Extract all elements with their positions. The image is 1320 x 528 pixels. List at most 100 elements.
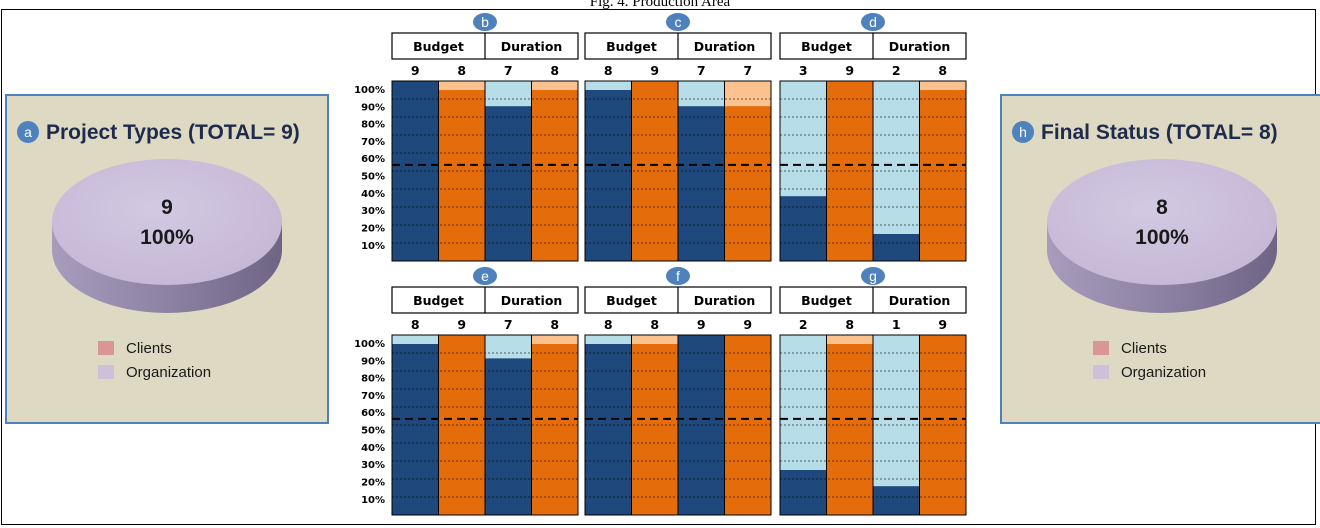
pie-percent-label: 100%: [140, 226, 194, 249]
panel-badge-icon: [861, 267, 885, 285]
panel-badge-label: g: [869, 268, 877, 284]
count-label: 8: [550, 63, 559, 78]
count-label: 7: [504, 63, 513, 78]
count-label: 7: [743, 63, 752, 78]
bar-duration-orange: [531, 344, 578, 515]
y-tick-label: 40%: [361, 443, 385, 454]
bar-panel-b: b Budget Duration 9 8 7 8 100% 90% 80% 70% 60% 50% 40…: [354, 13, 579, 262]
panel-badge-icon: [861, 13, 885, 31]
count-label: 9: [743, 317, 752, 332]
group-label-duration: Duration: [889, 293, 951, 308]
count-label: 8: [457, 63, 466, 78]
y-tick-label: 70%: [361, 391, 385, 402]
group-label-budget: Budget: [801, 293, 852, 308]
group-label-budget: Budget: [606, 293, 657, 308]
y-tick-label: 50%: [361, 172, 385, 183]
bar-budget-orange: [826, 344, 873, 515]
pie-title: Project Types (TOTAL= 9): [46, 121, 300, 144]
bar-panel-e: e Budget Duration 8 9 7 8 100% 90% 80% 70% 60% 50% 40…: [354, 267, 579, 516]
bar-budget-blue: [780, 470, 827, 515]
bar-duration-blue: [485, 358, 532, 515]
bar-budget-blue: [585, 344, 632, 515]
bar-budget-blue: [585, 90, 632, 261]
count-label: 9: [938, 317, 947, 332]
count-label: 1: [892, 317, 901, 332]
y-tick-label: 90%: [361, 102, 385, 113]
y-tick-label: 60%: [361, 408, 385, 419]
count-label: 8: [650, 317, 659, 332]
y-tick-label: 50%: [361, 426, 385, 437]
group-label-duration: Duration: [694, 39, 756, 54]
count-label: 2: [892, 63, 901, 78]
bar-budget-blue: [392, 344, 439, 515]
bar-budget-blue: [780, 196, 827, 261]
count-label: 3: [799, 63, 808, 78]
legend-label-clients: Clients: [126, 340, 172, 357]
pie-value-label: 8: [1156, 196, 1168, 219]
count-label: 9: [845, 63, 854, 78]
count-label: 9: [457, 317, 466, 332]
legend-label-organization: Organization: [1121, 364, 1206, 381]
panel-badge-icon: [473, 267, 497, 285]
panel-badge-label: c: [675, 14, 682, 30]
bar-budget-orange: [438, 90, 485, 261]
count-label: 8: [604, 317, 613, 332]
count-label: 7: [697, 63, 706, 78]
bar-duration-orange: [919, 335, 966, 515]
bar-panel-d: d Budget Duration 3 9 2 8: [779, 13, 967, 262]
panel-badge-label: e: [481, 268, 489, 284]
panel-badge-label: d: [869, 14, 877, 30]
group-label-duration: Duration: [501, 39, 563, 54]
count-label: 8: [604, 63, 613, 78]
y-tick-label: 30%: [361, 460, 385, 471]
y-tick-label: 20%: [361, 477, 385, 488]
bar-duration-blue: [678, 106, 725, 261]
count-label: 8: [845, 317, 854, 332]
count-label: 9: [411, 63, 420, 78]
count-label: 8: [550, 317, 559, 332]
legend-swatch-clients: [98, 341, 114, 355]
y-tick-label: 80%: [361, 374, 385, 385]
y-tick-label: 90%: [361, 356, 385, 367]
group-label-duration: Duration: [694, 293, 756, 308]
bar-panel-c: c Budget Duration 8 9 7 7: [584, 13, 772, 262]
count-label: 9: [650, 63, 659, 78]
group-label-budget: Budget: [413, 39, 464, 54]
y-tick-label: 10%: [361, 495, 385, 506]
pie-panel-a: a Project Types (TOTAL= 9) 9 100% Clients Org…: [5, 94, 329, 424]
panel-badge-label: h: [1019, 124, 1027, 140]
panel-badge-label: f: [676, 268, 680, 284]
panel-badge-icon: [666, 13, 690, 31]
bar-duration-orange: [724, 106, 771, 261]
pie-panel-h: h Final Status (TOTAL= 8) 8 100% Clients Orga…: [1000, 94, 1320, 424]
group-label-budget: Budget: [606, 39, 657, 54]
y-tick-label: 10%: [361, 241, 385, 252]
legend-swatch-organization: [1093, 365, 1109, 379]
panel-badge-icon: [1012, 121, 1034, 143]
bar-budget-orange: [631, 344, 678, 515]
bar-panel-f: f Budget Duration 8 8 9 9: [584, 267, 772, 516]
y-tick-label: 60%: [361, 154, 385, 165]
y-tick-label: 20%: [361, 223, 385, 234]
bar-panel-g: g Budget Duration 2 8 1 9: [779, 267, 967, 516]
bar-budget-blue: [392, 81, 439, 261]
pie-value-label: 9: [161, 196, 173, 219]
figure-title: Fig. 4. Production Area: [589, 0, 731, 10]
panel-badge-icon: [17, 121, 39, 143]
legend-label-organization: Organization: [126, 364, 211, 381]
bar-duration-orange: [531, 90, 578, 261]
panel-badge-icon: [473, 13, 497, 31]
count-label: 8: [411, 317, 420, 332]
bar-duration-orange: [919, 90, 966, 261]
y-tick-label: 80%: [361, 120, 385, 131]
y-tick-label: 30%: [361, 206, 385, 217]
legend-swatch-organization: [98, 365, 114, 379]
y-tick-label: 40%: [361, 189, 385, 200]
y-tick-label: 100%: [354, 85, 385, 96]
count-label: 9: [697, 317, 706, 332]
bar-duration-blue: [873, 486, 920, 515]
panel-badge-label: a: [24, 124, 32, 140]
count-label: 8: [938, 63, 947, 78]
group-label-duration: Duration: [889, 39, 951, 54]
